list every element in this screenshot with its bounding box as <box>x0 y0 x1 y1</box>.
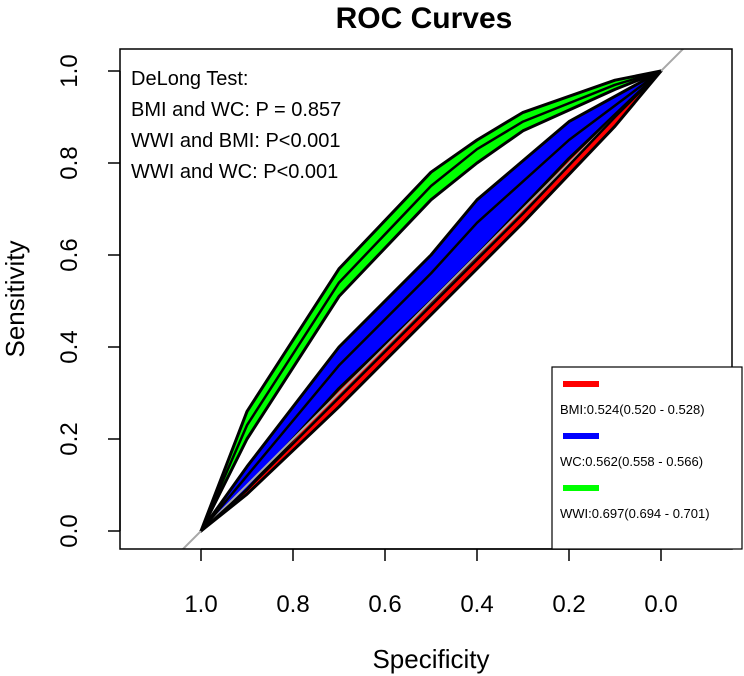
y-tick-label: 0.8 <box>56 146 83 179</box>
legend: BMI:0.524(0.520 - 0.528) WC:0.562(0.558 -… <box>551 366 743 550</box>
roc-curve-group <box>199 69 662 532</box>
wc-legend-label: WC:0.562(0.558 - 0.566) <box>560 454 703 469</box>
bmi-legend-label: BMI:0.524(0.520 - 0.528) <box>560 402 705 417</box>
annotation-line-wwi-bmi: WWI and BMI: P<0.001 <box>131 130 341 152</box>
wc-roc-curve <box>200 70 662 532</box>
x-tick-label: 0.8 <box>276 591 309 618</box>
y-tick-label: 0.6 <box>56 238 83 271</box>
x-tick-label: 0.2 <box>552 591 585 618</box>
delong-annotation: DeLong Test: BMI and WC: P = 0.857 WWI a… <box>131 68 341 183</box>
y-tick-label: 1.0 <box>56 54 83 87</box>
bmi-roc-curve <box>200 70 662 532</box>
annotation-heading: DeLong Test: <box>131 68 249 90</box>
wwi-legend-label: WWI:0.697(0.694 - 0.701) <box>560 506 710 521</box>
x-tick-label: 0.4 <box>460 591 493 618</box>
legend-box <box>551 366 743 550</box>
annotation-line-wwi-wc: WWI and WC: P<0.001 <box>131 161 338 183</box>
x-axis: 1.0 0.8 0.6 0.4 0.2 0.0 <box>184 548 678 618</box>
x-axis-label: Specificity <box>372 644 489 674</box>
legend-items: BMI:0.524(0.520 - 0.528) WC:0.562(0.558 -… <box>560 381 710 521</box>
annotation-line-bmi-wc: BMI and WC: P = 0.857 <box>131 99 341 121</box>
x-tick-label: 1.0 <box>184 591 217 618</box>
y-tick-label: 0.4 <box>56 330 83 363</box>
y-tick-label: 0.0 <box>56 514 83 547</box>
y-axis: 0.0 0.2 0.4 0.6 0.8 1.0 <box>56 54 121 548</box>
y-axis-label: Sensitivity <box>0 240 30 357</box>
x-tick-label: 0.6 <box>368 591 401 618</box>
y-tick-label: 0.2 <box>56 422 83 455</box>
x-tick-label: 0.0 <box>644 591 677 618</box>
chart-title: ROC Curves <box>336 2 513 35</box>
wwi-roc-curve <box>199 69 662 532</box>
